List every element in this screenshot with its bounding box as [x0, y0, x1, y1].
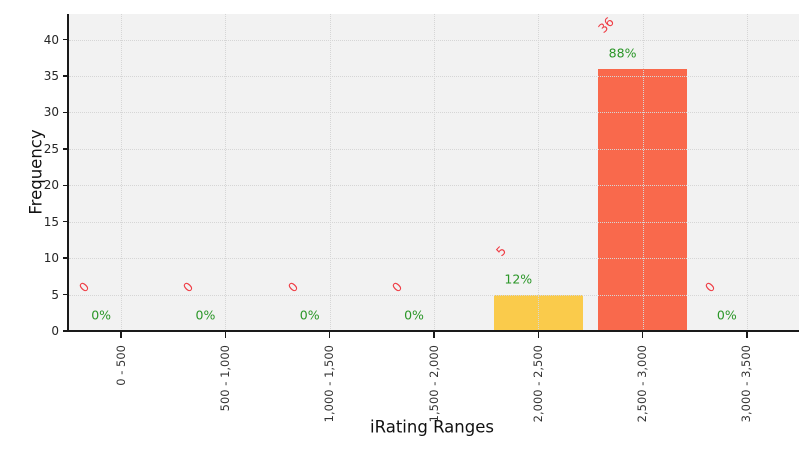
y-tick-label: 35 [43, 68, 59, 83]
bar-percent-label: 0% [716, 307, 737, 323]
bar-percent-label: 0% [195, 307, 216, 323]
gridline-vertical [538, 14, 540, 331]
x-tick-mark [224, 332, 227, 338]
y-tick-label: 30 [43, 105, 59, 120]
y-tick-mark [63, 75, 69, 77]
bar-percent-label: 0% [404, 307, 424, 323]
y-tick-label: 5 [51, 287, 59, 302]
y-tick-label: 10 [43, 251, 59, 266]
y-tick-label: 20 [43, 178, 59, 193]
bar-percent-label: 0% [299, 307, 320, 323]
y-tick-label: 0 [51, 324, 59, 338]
bar-percent-label: 88% [608, 45, 637, 61]
x-tick-mark [746, 332, 748, 338]
x-tick-mark [641, 332, 644, 338]
y-tick-mark [63, 184, 69, 186]
y-tick-label: 15 [43, 214, 59, 229]
y-axis-spine [67, 14, 70, 332]
y-tick-mark [63, 330, 69, 332]
x-tick-mark [120, 332, 122, 338]
x-axis-spine [67, 330, 799, 332]
y-tick-mark [63, 111, 69, 114]
gridline-vertical [225, 14, 227, 331]
y-tick-mark [63, 257, 69, 259]
x-tick-mark [537, 332, 540, 338]
y-tick-label: 25 [43, 141, 59, 156]
y-tick-mark [63, 293, 69, 296]
gridline-vertical [642, 14, 644, 331]
gridline-vertical [121, 14, 123, 331]
y-tick-mark [63, 38, 69, 41]
bar-percent-label: 0% [91, 307, 112, 323]
gridline-vertical [746, 14, 748, 331]
y-tick-mark [63, 148, 69, 150]
x-axis-label: iRating Ranges [370, 417, 494, 437]
x-tick-mark [328, 332, 331, 338]
gridline-vertical [434, 14, 435, 331]
x-tick-mark [433, 332, 435, 338]
gridline-vertical [329, 14, 331, 331]
bar-percent-label: 12% [504, 271, 533, 287]
y-tick-label: 40 [43, 32, 59, 47]
y-tick-mark [63, 220, 69, 223]
